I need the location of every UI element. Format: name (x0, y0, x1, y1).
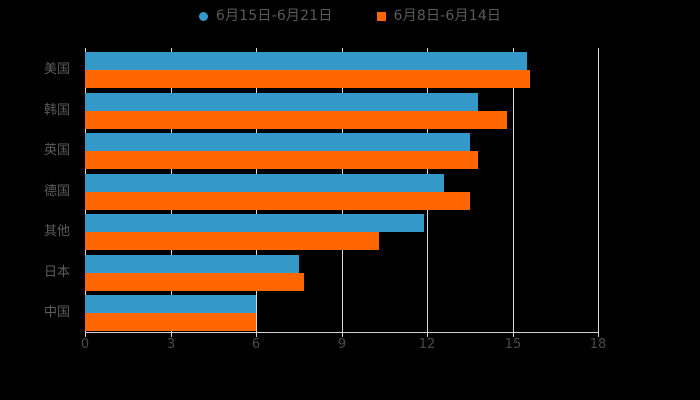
tick-mark-0 (85, 332, 86, 337)
legend-marker-square-icon (376, 11, 386, 21)
y-axis-label-0: 美国 (43, 62, 70, 77)
x-axis-label-15: 15 (504, 337, 522, 352)
legend-label-series-1: 6月8日-6月14日 (393, 8, 502, 24)
x-axis-label-9: 9 (337, 337, 347, 352)
tick-mark-12 (427, 332, 428, 337)
x-axis-label-0: 0 (80, 337, 90, 352)
x-axis-tick-labels: 0 3 6 9 12 15 18 (81, 337, 606, 357)
plot-area (85, 48, 599, 337)
y-axis-label-1: 韩国 (43, 102, 70, 118)
y-axis-label-3: 德国 (43, 183, 70, 199)
bar-0-series-1[interactable] (85, 70, 530, 88)
x-axis-label-6: 6 (251, 337, 261, 352)
legend-label-series-0: 6月15日-6月21日 (215, 8, 333, 24)
bar-6-series-0[interactable] (85, 295, 256, 314)
tick-mark-15 (513, 332, 514, 337)
legend-marker-circle-icon (198, 11, 208, 21)
y-axis-label-4: 其他 (43, 224, 70, 240)
bar-3-series-1[interactable] (85, 191, 470, 210)
chart-legend: 6月15日-6月21日 6月8日-6月14日 (0, 4, 700, 28)
x-axis-line (85, 332, 598, 333)
bar-3-series-0[interactable] (85, 173, 444, 192)
bar-6-series-1[interactable] (85, 313, 256, 332)
y-axis-category-labels: 美国韩国英国德国其他日本中国 (0, 48, 78, 332)
bar-group-6 (85, 291, 598, 332)
y-axis-label-6: 中国 (43, 305, 70, 321)
bar-group-2 (85, 129, 598, 170)
bar-5-series-0[interactable] (85, 254, 299, 273)
bar-2-series-1[interactable] (85, 151, 478, 170)
x-axis-label-12: 12 (418, 337, 436, 352)
bar-5-series-1[interactable] (85, 272, 304, 291)
tick-mark-3 (171, 332, 172, 337)
y-axis-label-5: 日本 (43, 264, 70, 280)
bar-1-series-1[interactable] (85, 110, 507, 129)
x-axis-label-3: 3 (166, 337, 176, 352)
bar-group-3 (85, 170, 598, 211)
bar-group-5 (85, 251, 598, 292)
bar-group-4 (85, 210, 598, 251)
bar-2-series-0[interactable] (85, 133, 470, 152)
bar-4-series-0[interactable] (85, 214, 424, 233)
legend-item-series-0[interactable]: 6月15日-6月21日 (198, 8, 333, 24)
tick-mark-18 (598, 332, 599, 337)
bar-group-0 (85, 48, 598, 89)
bar-1-series-0[interactable] (85, 92, 478, 111)
legend-item-series-1[interactable]: 6月8日-6月14日 (376, 8, 502, 24)
bar-group-1 (85, 89, 598, 130)
bar-0-series-0[interactable] (85, 52, 527, 70)
tick-mark-9 (342, 332, 343, 337)
y-axis-label-2: 英国 (43, 143, 70, 159)
bar-4-series-1[interactable] (85, 232, 379, 251)
grid-line-18 (598, 48, 599, 332)
tick-mark-6 (256, 332, 257, 337)
x-axis-label-18: 18 (589, 337, 607, 352)
grid-line-15 (513, 48, 514, 332)
